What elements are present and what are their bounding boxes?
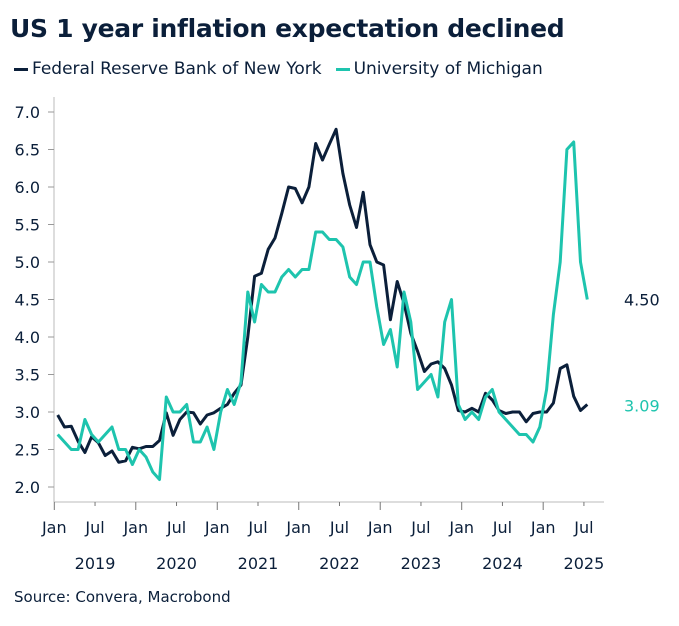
x-tick-label: Jul xyxy=(247,518,267,537)
x-tick-label: Jan xyxy=(204,518,230,537)
x-tick-label: Jan xyxy=(530,518,556,537)
legend-swatch xyxy=(335,67,350,71)
legend-label: University of Michigan xyxy=(353,59,543,79)
x-tick-label: Jan xyxy=(448,518,474,537)
y-tick-label: 6.0 xyxy=(15,178,40,197)
x-tick-label: Jul xyxy=(166,518,186,537)
y-tick-label: 3.5 xyxy=(15,366,40,385)
y-tick-label: 4.0 xyxy=(15,328,40,347)
source-note: Source: Convera, Macrobond xyxy=(14,588,231,606)
x-tick-label: Jan xyxy=(367,518,393,537)
x-tick-label: Jul xyxy=(329,518,349,537)
y-tick-label: 7.0 xyxy=(15,103,40,122)
x-tick-label: Jan xyxy=(41,518,67,537)
x-year-label: 2022 xyxy=(319,554,360,573)
end-value-label: 4.50 xyxy=(624,291,660,310)
y-tick-label: 2.0 xyxy=(15,478,40,497)
legend: Federal Reserve Bank of New York Univers… xyxy=(14,59,551,79)
legend-item-nyfed: Federal Reserve Bank of New York xyxy=(14,59,322,79)
x-year-label: 2020 xyxy=(156,554,197,573)
x-year-label: 2023 xyxy=(401,554,442,573)
x-year-label: 2019 xyxy=(75,554,116,573)
x-tick-label: Jul xyxy=(84,518,104,537)
y-tick-label: 2.5 xyxy=(15,441,40,460)
y-tick-label: 5.5 xyxy=(15,216,40,235)
x-tick-label: Jan xyxy=(285,518,311,537)
y-tick-label: 6.5 xyxy=(15,141,40,160)
x-tick-label: Jul xyxy=(410,518,430,537)
y-tick-label: 4.5 xyxy=(15,291,40,310)
legend-label: Federal Reserve Bank of New York xyxy=(32,59,322,79)
y-tick-label: 5.0 xyxy=(15,253,40,272)
x-year-label: 2024 xyxy=(482,554,523,573)
x-tick-label: Jul xyxy=(492,518,512,537)
series-line-michigan xyxy=(56,140,589,481)
legend-item-michigan: University of Michigan xyxy=(335,59,543,79)
x-tick-label: Jul xyxy=(573,518,593,537)
x-year-label: 2021 xyxy=(238,554,279,573)
series-line-nyfed xyxy=(56,127,589,464)
chart-title: US 1 year inflation expectation declined xyxy=(10,14,565,43)
end-value-label: 3.09 xyxy=(624,396,660,415)
x-tick-label: Jan xyxy=(122,518,148,537)
y-tick-label: 3.0 xyxy=(15,403,40,422)
legend-swatch xyxy=(14,67,28,71)
x-year-label: 2025 xyxy=(564,554,605,573)
